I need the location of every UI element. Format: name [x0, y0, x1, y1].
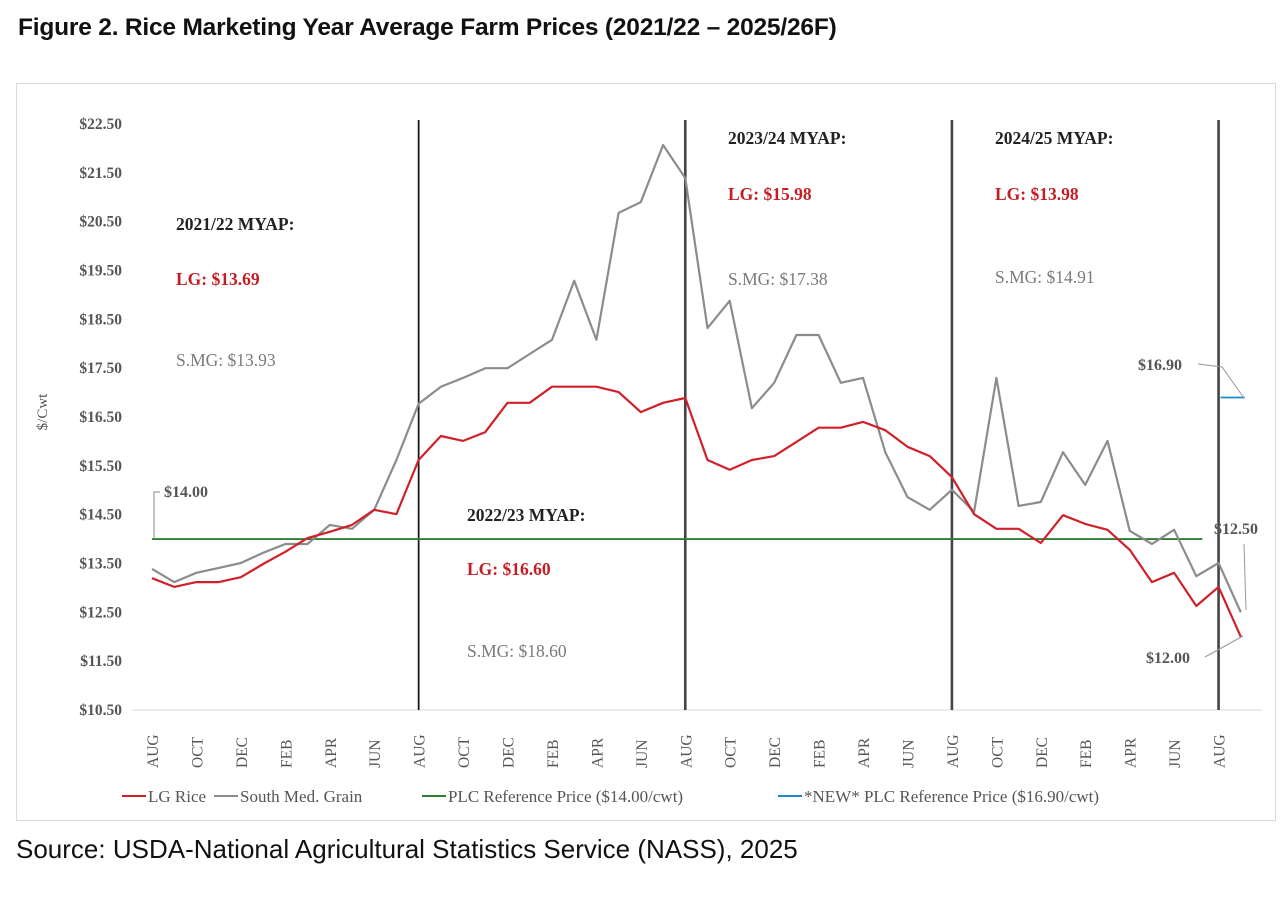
figure-title: Figure 2. Rice Marketing Year Average Fa… [18, 14, 837, 41]
lg-rice-line [151, 385, 1242, 638]
callout-plc-16-90: $16.90 [1138, 357, 1245, 399]
annotation-2024-25: 2024/25 MYAP: LG: $13.98 S.MG: $14.91 [995, 128, 1113, 287]
legend-label: LG Rice [148, 787, 206, 806]
x-tick-label: APR [323, 737, 340, 768]
y-tick-label: $19.50 [79, 263, 122, 280]
y-axis: $22.50 $21.50 $20.50 $19.50 $18.50 $17.50 $16.… [79, 116, 122, 719]
y-tick-label: $11.50 [80, 653, 122, 670]
annotation-2021-22: 2021/22 MYAP: LG: $13.69 S.MG: $13.93 [176, 214, 294, 370]
chart-frame [16, 83, 1276, 821]
y-tick-label: $17.50 [79, 360, 122, 377]
x-tick-label: AUG [945, 734, 962, 768]
legend-item-south-med-grain: South Med. Grain [214, 787, 363, 806]
legend-item-plc-reference: PLC Reference Price ($14.00/cwt) [422, 787, 683, 806]
y-tick-label: $21.50 [79, 165, 122, 182]
annotation-lg: LG: $13.98 [995, 184, 1079, 204]
x-tick-label: APR [1123, 737, 1140, 768]
x-tick-label: OCT [456, 736, 473, 768]
y-tick-label: $14.50 [79, 507, 122, 524]
x-tick-label: DEC [234, 737, 251, 768]
y-tick-label: $20.50 [79, 214, 122, 231]
south-med-grain-line [151, 143, 1242, 613]
x-tick-label: APR [856, 737, 873, 768]
x-tick-label: FEB [1078, 740, 1095, 768]
x-tick-label: OCT [723, 736, 740, 768]
source-note: Source: USDA-National Agricultural Stati… [16, 834, 798, 864]
callout-label: $12.50 [1214, 521, 1258, 538]
callout-label: $12.00 [1146, 650, 1190, 667]
y-tick-label: $18.50 [79, 311, 122, 328]
x-tick-label: AUG [412, 734, 429, 768]
x-tick-label: JUN [634, 740, 651, 768]
reference-lines [152, 396, 1245, 540]
annotation-2022-23: 2022/23 MYAP: LG: $16.60 S.MG: $18.60 [467, 505, 585, 661]
x-tick-label: DEC [1034, 737, 1051, 768]
annotation-heading: 2021/22 MYAP: [176, 214, 294, 234]
x-tick-label: AUG [145, 734, 162, 768]
x-tick-label: AUG [1212, 734, 1229, 768]
legend-label: *NEW* PLC Reference Price ($16.90/cwt) [804, 787, 1099, 806]
x-tick-label: AUG [678, 734, 695, 768]
annotation-smg: S.MG: $18.60 [467, 641, 567, 661]
annotation-lg: LG: $16.60 [467, 559, 551, 579]
x-tick-label: FEB [545, 740, 562, 768]
x-tick-label: DEC [767, 737, 784, 768]
y-tick-label: $16.50 [79, 409, 122, 426]
y-tick-label: $12.50 [79, 604, 122, 621]
y-tick-label: $13.50 [79, 556, 122, 573]
callout-label: $16.90 [1138, 357, 1182, 374]
y-tick-label: $15.50 [79, 458, 122, 475]
y-axis-label: $/Cwt [35, 393, 51, 431]
x-tick-label: JUN [367, 740, 384, 768]
annotation-smg: S.MG: $14.91 [995, 267, 1095, 287]
x-tick-label: OCT [989, 736, 1006, 768]
legend-label: South Med. Grain [240, 787, 363, 806]
series-lines [151, 143, 1242, 638]
y-tick-label: $22.50 [79, 116, 122, 133]
annotation-lg: LG: $13.69 [176, 269, 260, 289]
callout-label: $14.00 [164, 484, 208, 501]
x-tick-label: FEB [812, 740, 829, 768]
x-tick-label: APR [589, 737, 606, 768]
callout-lg-end: $12.00 [1146, 635, 1244, 667]
x-tick-label: OCT [189, 736, 206, 768]
annotation-smg: S.MG: $17.38 [728, 269, 828, 289]
callout-smg-end: $12.50 [1214, 521, 1258, 611]
x-tick-label: JUN [900, 740, 917, 768]
legend-label: PLC Reference Price ($14.00/cwt) [448, 787, 683, 806]
annotation-heading: 2024/25 MYAP: [995, 128, 1113, 148]
legend: LG Rice South Med. Grain PLC Reference P… [122, 787, 1099, 806]
annotation-lg: LG: $15.98 [728, 184, 812, 204]
x-tick-label: JUN [1167, 740, 1184, 768]
annotation-heading: 2023/24 MYAP: [728, 128, 846, 148]
x-tick-label: FEB [278, 740, 295, 768]
callout-plc-14: $14.00 [153, 484, 208, 539]
annotation-smg: S.MG: $13.93 [176, 350, 276, 370]
x-tick-label: DEC [501, 737, 518, 768]
marketing-year-dividers [417, 120, 1220, 710]
annotation-2023-24: 2023/24 MYAP: LG: $15.98 S.MG: $17.38 [728, 128, 846, 289]
x-axis: AUG OCT DEC FEB APR JUN AUG OCT DEC FEB APR JUN AUG O… [145, 734, 1229, 768]
y-tick-label: $10.50 [79, 702, 122, 719]
annotation-heading: 2022/23 MYAP: [467, 505, 585, 525]
legend-item-lg-rice: LG Rice [122, 787, 206, 806]
legend-item-new-plc-reference: *NEW* PLC Reference Price ($16.90/cwt) [778, 787, 1099, 806]
